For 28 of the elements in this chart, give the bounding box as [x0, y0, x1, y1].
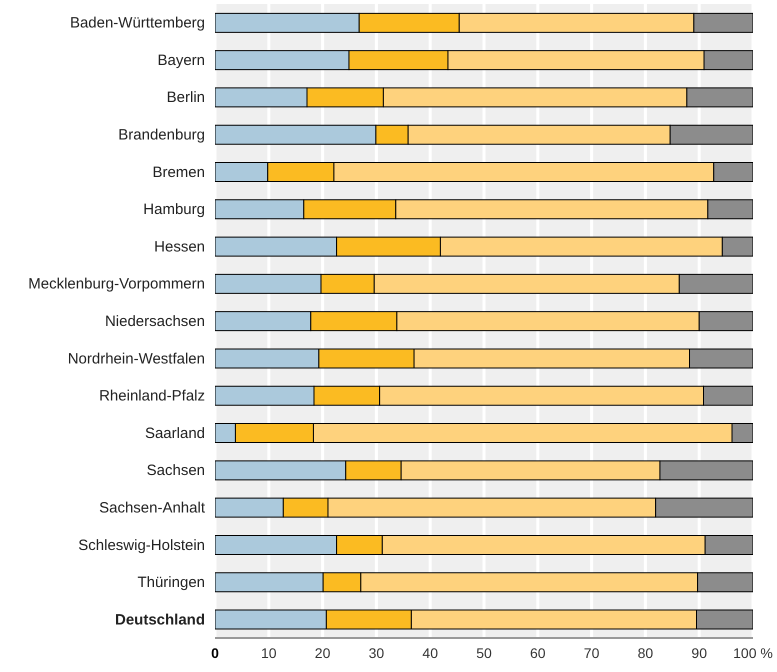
y-tick-label: Saarland: [144, 424, 205, 442]
y-tick-label: Deutschland: [114, 611, 205, 628]
x-tick-label: 100 %: [733, 645, 773, 661]
y-tick-label: Hessen: [154, 238, 205, 256]
y-tick-label: Hamburg: [143, 201, 205, 218]
y-tick-label: Bremen: [152, 164, 205, 181]
y-tick-label: Nordrhein-Westfalen: [68, 350, 205, 368]
x-tick-label: 10: [261, 645, 277, 661]
y-tick-label: Bayern: [157, 52, 205, 69]
y-tick-label: Rheinland-Pfalz: [99, 388, 205, 405]
y-tick-label: Baden-Württemberg: [70, 14, 205, 32]
x-tick-label: 40: [422, 645, 438, 661]
y-tick-label: Thüringen: [137, 574, 205, 592]
y-tick-label: Mecklenburg-Vorpommern: [28, 276, 205, 293]
y-tick-label: Berlin: [166, 89, 205, 106]
y-tick-label: Brandenburg: [118, 126, 205, 144]
x-tick-label: 50: [476, 645, 492, 661]
y-tick-label: Sachsen-Anhalt: [99, 499, 206, 516]
x-tick-label: 20: [314, 645, 331, 661]
y-tick-label: Schleswig-Holstein: [78, 536, 205, 554]
x-tick-label: 30: [368, 645, 384, 661]
y-tick-label: Niedersachsen: [104, 313, 205, 330]
y-tick-label: Sachsen: [146, 462, 205, 480]
x-tick-label: 80: [638, 645, 654, 661]
x-tick-label: 0: [211, 645, 220, 661]
x-tick-label: 60: [530, 645, 546, 661]
x-tick-label: 70: [584, 645, 600, 661]
x-tick-label: 90: [691, 645, 708, 661]
